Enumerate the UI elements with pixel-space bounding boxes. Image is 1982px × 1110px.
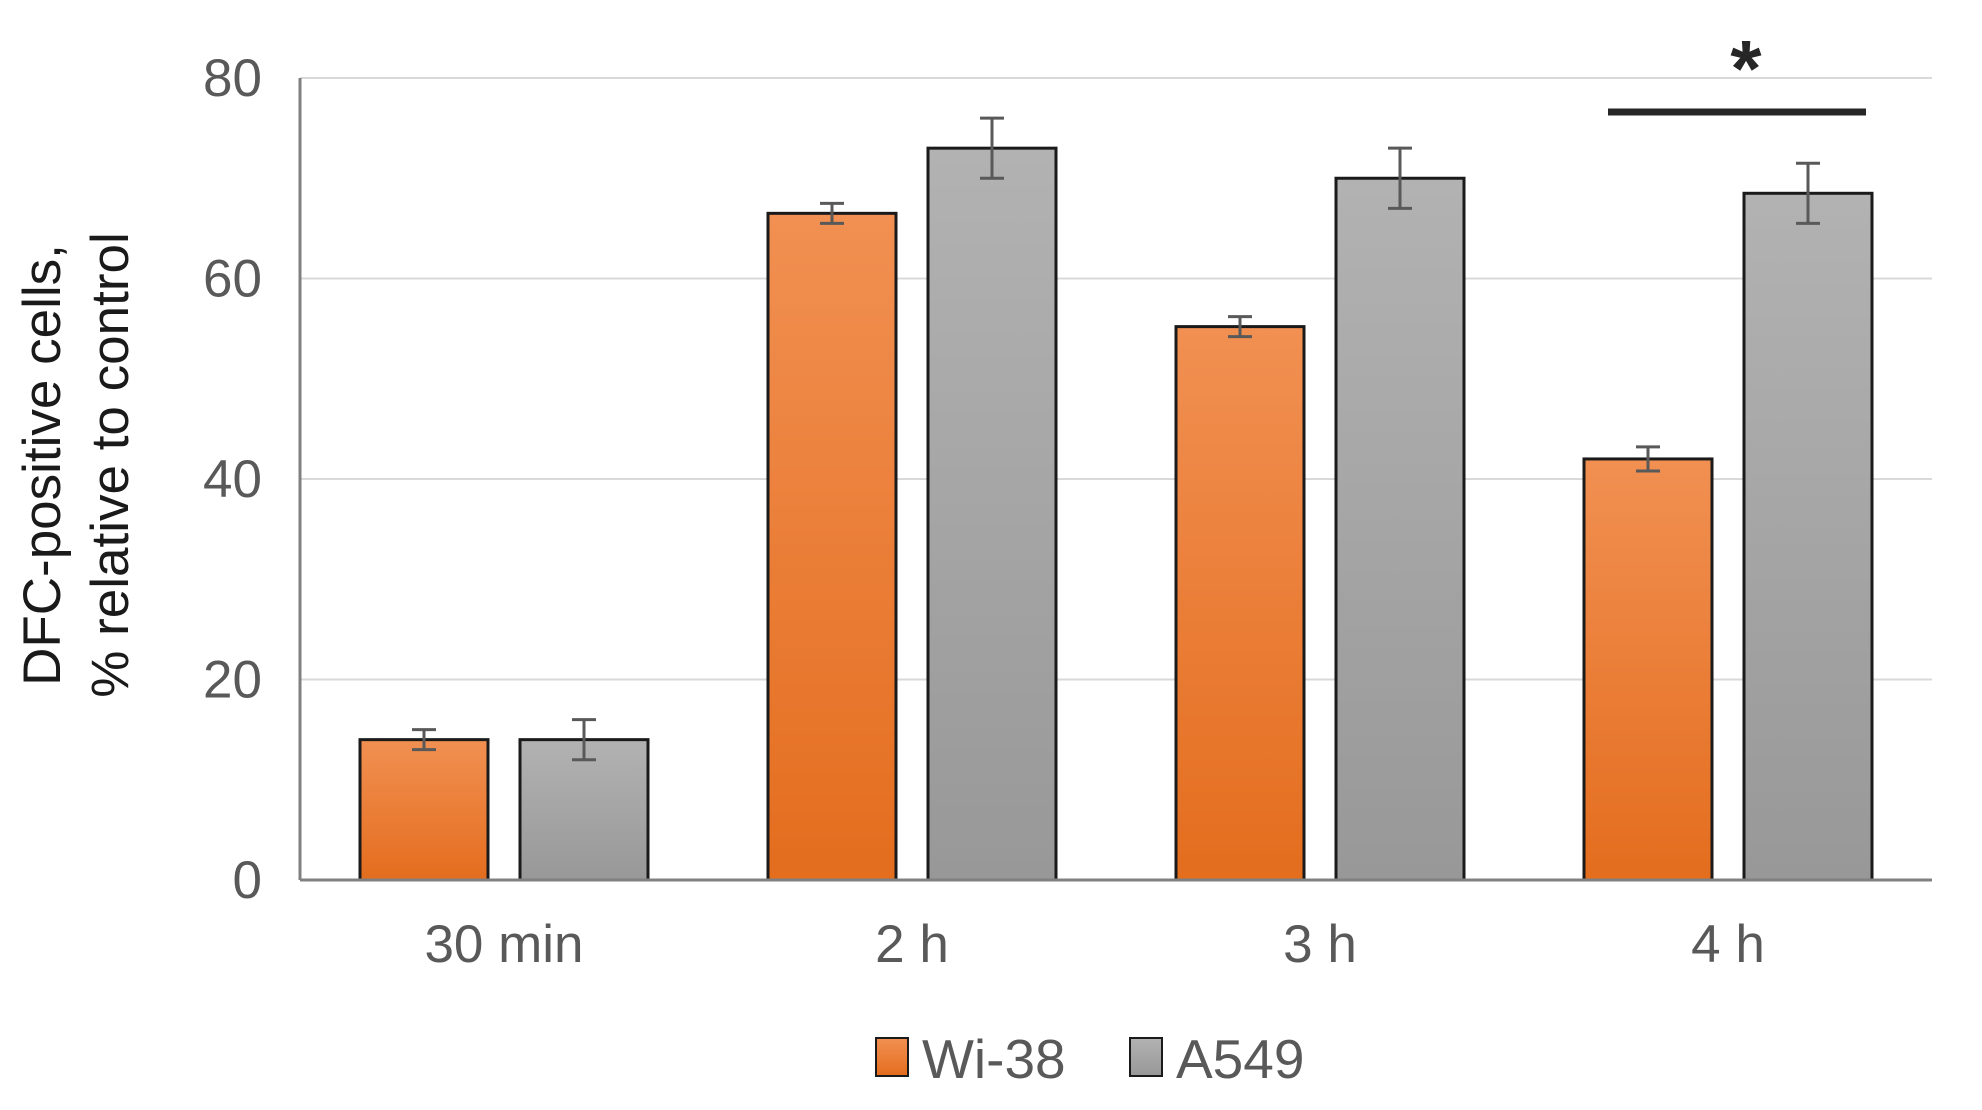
- y-tick-label: 20: [203, 651, 262, 710]
- bar-a549-30-min: [518, 738, 650, 882]
- bar-wi-38-2-h: [766, 211, 898, 882]
- bar-wi-38-4-h: [1582, 457, 1714, 882]
- bar-a549-3-h: [1334, 176, 1466, 882]
- x-tick-label: 3 h: [1283, 915, 1357, 974]
- y-axis-title-line-2: % relative to control: [81, 232, 140, 697]
- legend-label-wi-38: Wi-38: [922, 1028, 1066, 1090]
- legend: Wi-38 A549: [875, 1028, 1304, 1090]
- significance-annotation: *: [1608, 24, 1866, 116]
- y-axis-title: DFC-positive cells, % relative to contro…: [13, 232, 140, 697]
- bar-wi-38-3-h: [1174, 325, 1306, 882]
- legend-swatch-wi-38: [875, 1037, 909, 1077]
- x-tick-labels: 30 min 2 h 3 h 4 h: [424, 915, 1764, 974]
- y-tick-label: 80: [203, 49, 262, 108]
- y-tick-label: 40: [203, 450, 262, 509]
- bar-a549-4-h: [1742, 191, 1874, 882]
- bar-wi-38-30-min: [358, 738, 490, 882]
- x-tick-label: 2 h: [875, 915, 949, 974]
- bars: [358, 146, 1874, 882]
- significance-asterisk: *: [1730, 24, 1762, 113]
- y-tick-label: 0: [233, 851, 262, 910]
- y-tick-label: 60: [203, 250, 262, 309]
- bar-a549-2-h: [926, 146, 1058, 882]
- legend-swatch-a549: [1129, 1037, 1163, 1077]
- x-tick-label: 4 h: [1691, 915, 1765, 974]
- error-bars: [412, 116, 1820, 762]
- y-tick-labels: 0 20 40 60 80: [203, 49, 262, 910]
- legend-label-a549: A549: [1176, 1028, 1304, 1090]
- y-axis-title-line-1: DFC-positive cells,: [13, 244, 72, 686]
- x-tick-label: 30 min: [424, 915, 583, 974]
